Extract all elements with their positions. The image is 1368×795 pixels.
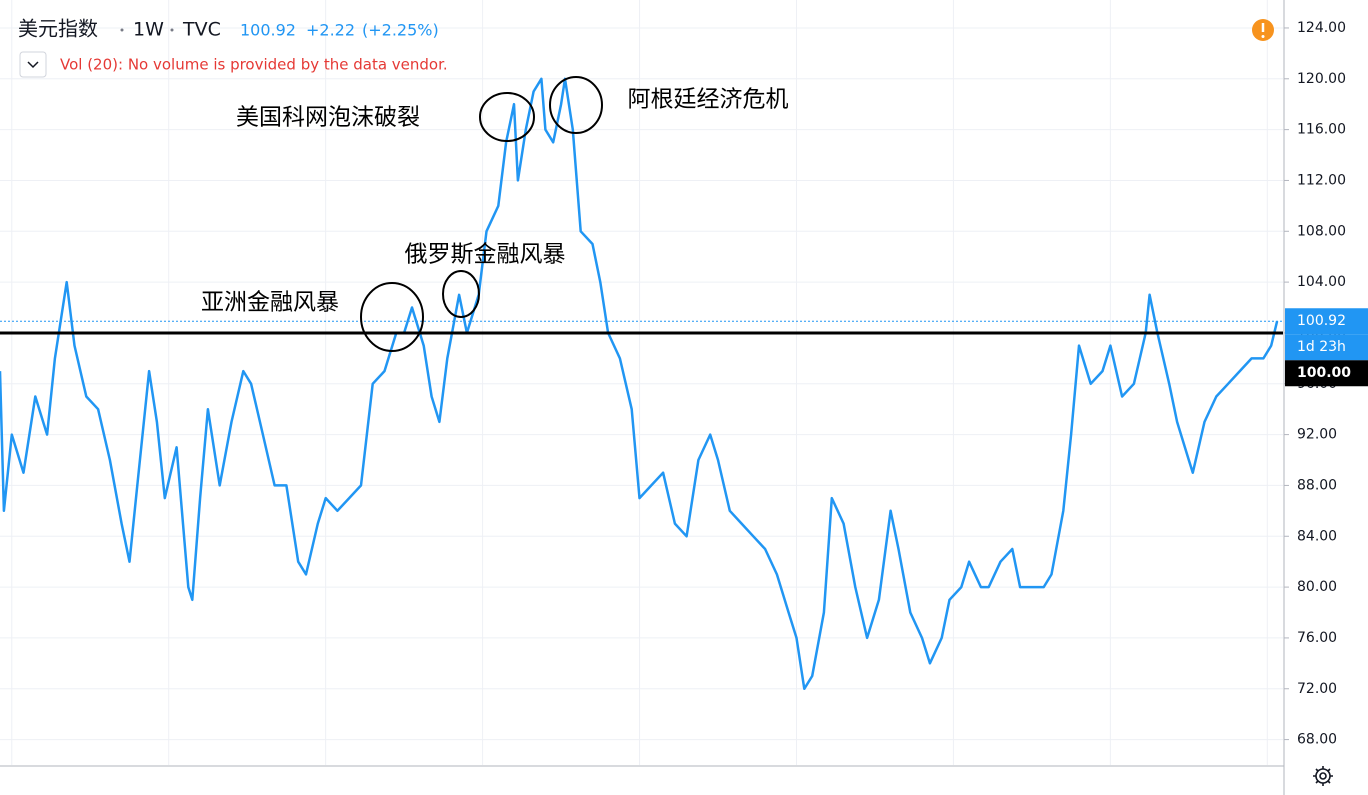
- annotation: 美国科网泡沫破裂: [236, 105, 420, 131]
- annotation: 俄罗斯金融风暴: [405, 242, 566, 268]
- y-tick-label: 92.00: [1297, 427, 1337, 443]
- y-tick-label: 76.00: [1297, 630, 1337, 646]
- symbol: 美元指数: [18, 17, 98, 41]
- circle: [549, 76, 603, 134]
- circle: [360, 282, 424, 352]
- y-tick-label: 88.00: [1297, 477, 1337, 493]
- source: TVC: [182, 19, 221, 41]
- annotation: 阿根廷经济危机: [628, 87, 789, 113]
- x-axis-panel: [0, 766, 1284, 795]
- change: +2.22: [306, 21, 355, 40]
- plot-area: [0, 77, 1283, 691]
- alert-icon[interactable]: [1252, 19, 1274, 41]
- last-price-box: [1285, 308, 1368, 335]
- notice: Vol (20): No volume is provided by the d…: [60, 56, 448, 74]
- price: 100.92: [240, 21, 296, 40]
- circle: [479, 92, 535, 142]
- y-axis-panel: [1284, 0, 1368, 795]
- y-tick-label: 84.00: [1297, 528, 1337, 544]
- change-pct: (+2.25%): [362, 21, 439, 40]
- gear-hub: [1319, 772, 1327, 780]
- y-tick-label: 116.00: [1297, 122, 1346, 138]
- y-tick-label: 68.00: [1297, 732, 1337, 748]
- y-tick-label: 120.00: [1297, 71, 1346, 87]
- y-tick-label: 124.00: [1297, 20, 1346, 36]
- circle: [442, 270, 480, 318]
- separator: [120, 28, 124, 32]
- gear-teeth: [1313, 766, 1333, 786]
- collapse-button[interactable]: [19, 51, 47, 78]
- last-price-label: 100.92: [1297, 313, 1346, 329]
- interval: 1W: [133, 19, 164, 41]
- y-tick-label: 80.00: [1297, 579, 1337, 595]
- y-tick-label: 104.00: [1297, 274, 1346, 290]
- y-tick-label: 72.00: [1297, 681, 1337, 697]
- alert-glyph: [1261, 35, 1265, 38]
- annotation: 亚洲金融风暴: [201, 290, 339, 316]
- y-tick-label: 108.00: [1297, 223, 1346, 239]
- chevron: [27, 61, 39, 69]
- y-tick-label: 112.00: [1297, 172, 1346, 188]
- countdown-box: [1285, 334, 1368, 361]
- reference-label: 100.00: [1297, 365, 1351, 381]
- separator: [170, 28, 174, 32]
- countdown: 1d 23h: [1297, 339, 1346, 355]
- reference-box: [1285, 360, 1368, 387]
- annotation-circles: [360, 76, 603, 352]
- settings-icon[interactable]: [1313, 766, 1333, 786]
